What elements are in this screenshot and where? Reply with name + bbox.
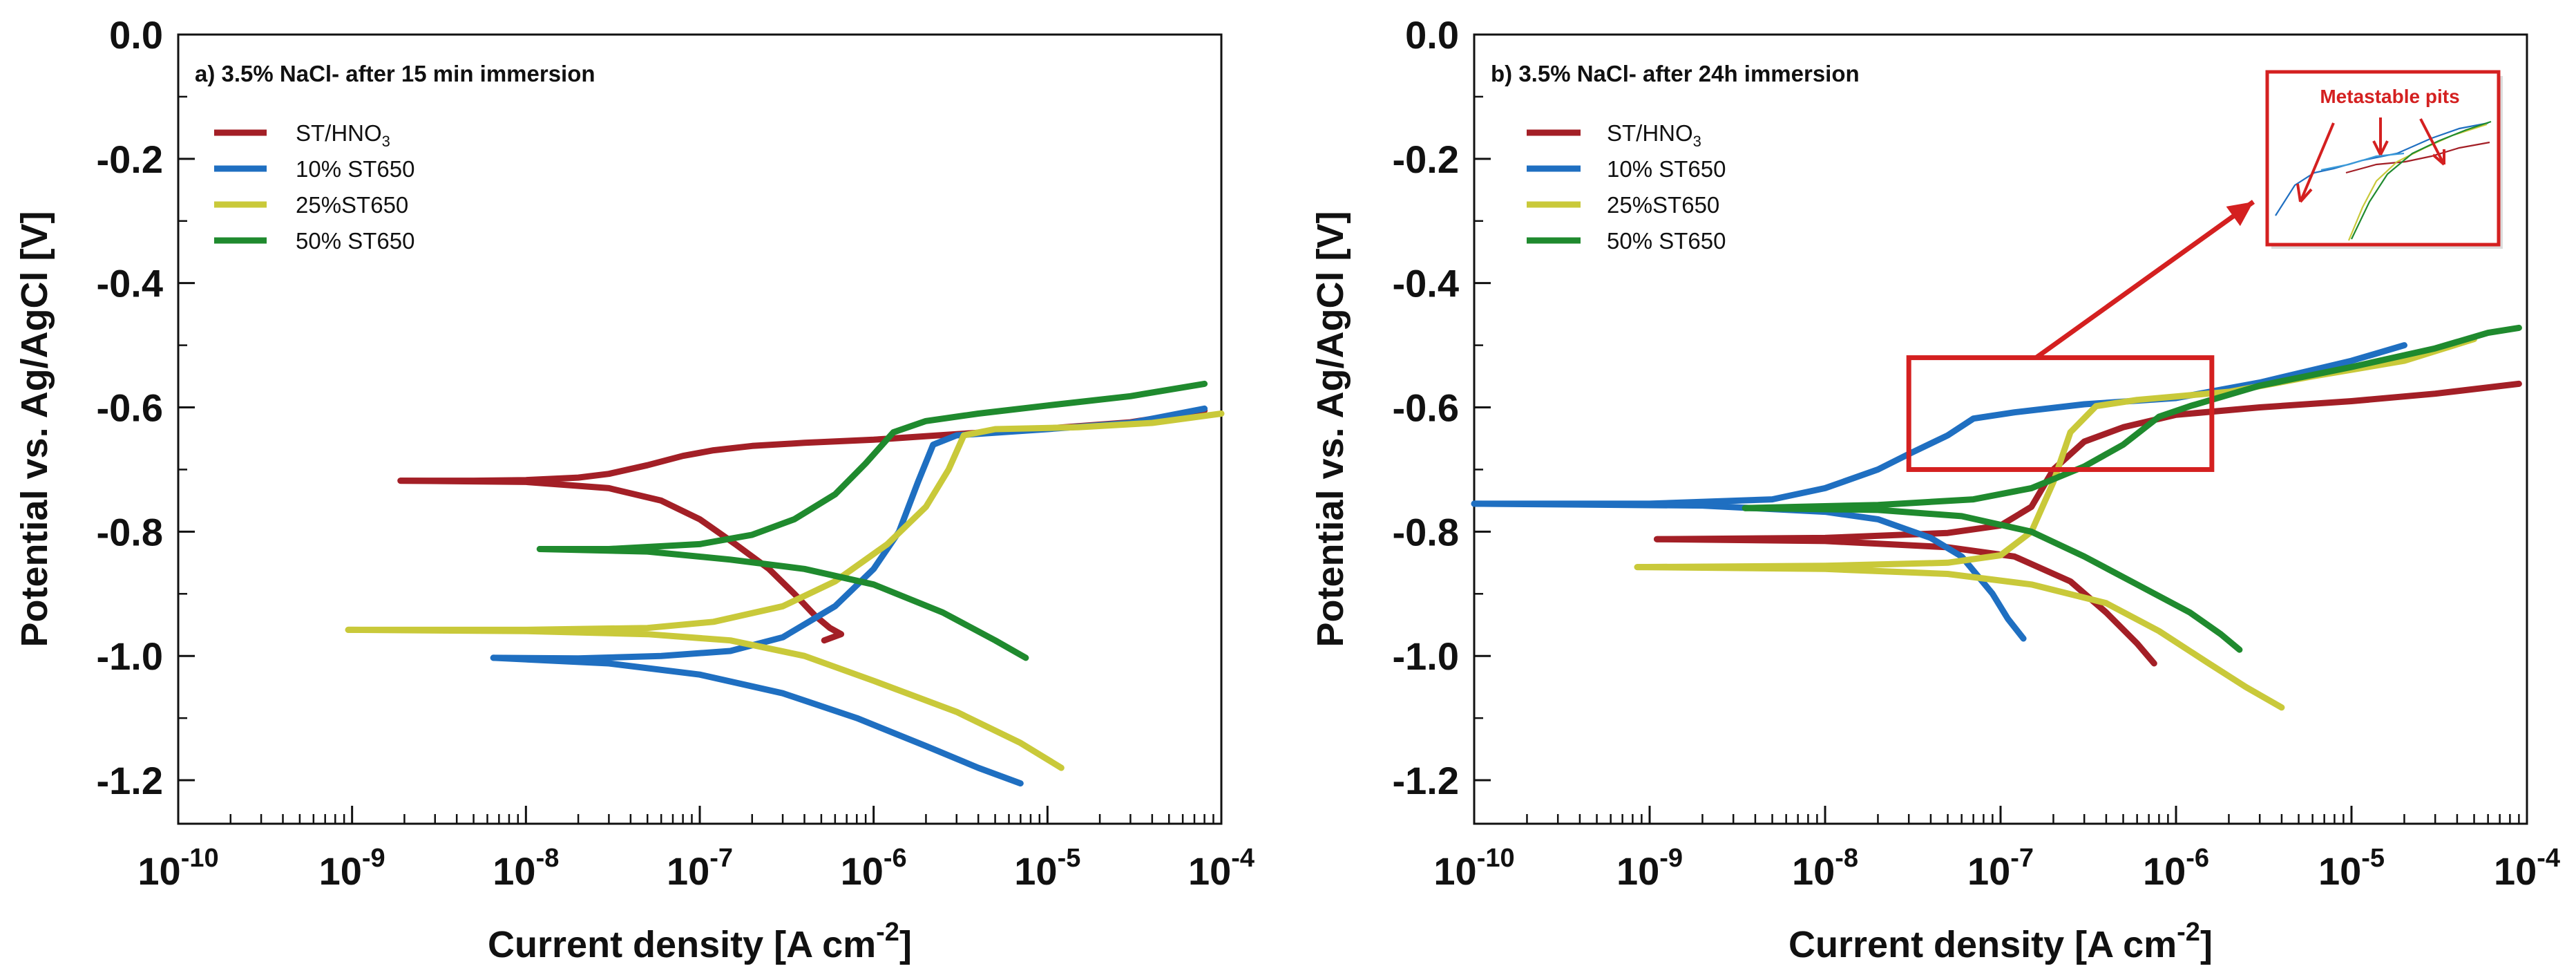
y-tick-label: -0.6 (97, 386, 164, 430)
y-tick-label: -0.6 (1393, 386, 1460, 430)
series-line (397, 407, 1208, 484)
y-tick-label: -0.4 (1393, 262, 1460, 305)
x-axis-title: Current density [A cm-2] (488, 918, 912, 965)
inset-arrow-head (2432, 149, 2445, 166)
y-tick-label: -0.2 (1393, 138, 1460, 181)
y-tick-label: 0.0 (109, 13, 163, 57)
legend-label: 25%ST650 (296, 192, 408, 218)
x-tick-label: 10-6 (2143, 844, 2209, 893)
inset-arrow-head (2372, 140, 2389, 155)
connector-arrow (2034, 200, 2255, 360)
inset-curve (2351, 120, 2492, 240)
x-tick-label: 10-10 (137, 844, 218, 893)
metastable-pits-annotation: Metastable pits (1906, 70, 2503, 472)
panel-title: b) 3.5% NaCl- after 24h immersion (1491, 61, 1860, 86)
series-line (536, 380, 1208, 552)
series-line (1742, 504, 2243, 653)
y-tick-label: -0.8 (97, 510, 164, 554)
legend-label: 10% ST650 (296, 156, 414, 182)
series-line (345, 626, 1065, 771)
series-lines (1471, 324, 2522, 711)
legend: ST/HNO3 10% ST650 25%ST650 50% ST650 (214, 120, 414, 254)
series-line (397, 478, 845, 644)
legend-label: 50% ST650 (1607, 228, 1726, 254)
legend-label: 50% ST650 (296, 228, 414, 254)
series-line (1634, 336, 2477, 571)
y-tick-label: -0.4 (97, 262, 164, 305)
y-tick-label: -1.0 (97, 634, 164, 678)
series-line (1654, 380, 2522, 542)
inset-box (2265, 70, 2501, 247)
x-tick-label: 10-7 (1967, 844, 2034, 893)
x-minor-ticks (1526, 814, 2520, 824)
y-tick-label: -0.8 (1393, 510, 1460, 554)
series-line (490, 405, 1208, 662)
inset-curve (2320, 152, 2405, 171)
panel-title: a) 3.5% NaCl- after 15 min immersion (195, 61, 595, 86)
y-axis-title: Potential vs. Ag/AgCl [V] (1310, 211, 1351, 647)
y-tick-label: 0.0 (1405, 13, 1459, 57)
x-tick-label: 10-9 (1616, 844, 1683, 893)
series-line (1471, 342, 2407, 507)
inset-label: Metastable pits (2320, 86, 2459, 107)
series-line (345, 410, 1225, 633)
connector-arrow-head (2226, 202, 2253, 227)
legend-label: 25%ST650 (1607, 192, 1719, 218)
series-line (1742, 324, 2522, 511)
y-axis-title: Potential vs. Ag/AgCl [V] (14, 211, 55, 647)
highlight-box (1906, 355, 2215, 472)
y-tick-label: -1.0 (1393, 634, 1460, 678)
series-line (1634, 564, 2285, 711)
x-minor-ticks (229, 814, 1214, 824)
inset-curves (2275, 120, 2492, 241)
legend: ST/HNO3 10% ST650 25%ST650 50% ST650 (1527, 120, 1726, 254)
x-tick-label: 10-8 (493, 844, 559, 893)
inset-curve (2345, 141, 2490, 174)
x-tick-label: 10-5 (1014, 844, 1080, 893)
x-tick-label: 10-4 (2494, 844, 2560, 893)
chart-panel-a: 10-10 10-9 10-8 10-7 10-6 10-5 10-4 0.0 -0.2 -0.4… (14, 13, 1254, 965)
x-tick-label: 10-8 (1792, 844, 1858, 893)
x-tick-label: 10-6 (841, 844, 907, 893)
x-tick-label: 10-7 (667, 844, 733, 893)
x-tick-label: 10-10 (1433, 844, 1514, 893)
series-line (490, 654, 1024, 787)
x-tick-label: 10-4 (1188, 844, 1254, 893)
y-tick-label: -1.2 (97, 759, 164, 802)
inset-arrow (2299, 122, 2335, 202)
inset-arrow (2419, 118, 2445, 165)
inset-arrow-head (2296, 183, 2313, 203)
legend-label: ST/HNO3 (296, 120, 390, 150)
x-axis-title: Current density [A cm-2] (1788, 918, 2213, 965)
legend-label: 10% ST650 (1607, 156, 1726, 182)
x-tick-label: 10-9 (319, 844, 385, 893)
series-lines (345, 380, 1225, 787)
chart-panel-b: 10-10 10-9 10-8 10-7 10-6 10-5 10-4 0.0 -0.2 -0.4… (1310, 13, 2560, 965)
x-tick-label: 10-5 (2318, 844, 2385, 893)
y-tick-label: -1.2 (1393, 759, 1460, 802)
series-line (1654, 536, 2157, 667)
y-tick-label: -0.2 (97, 138, 164, 181)
series-line (536, 546, 1029, 661)
legend-label: ST/HNO3 (1607, 120, 1701, 150)
